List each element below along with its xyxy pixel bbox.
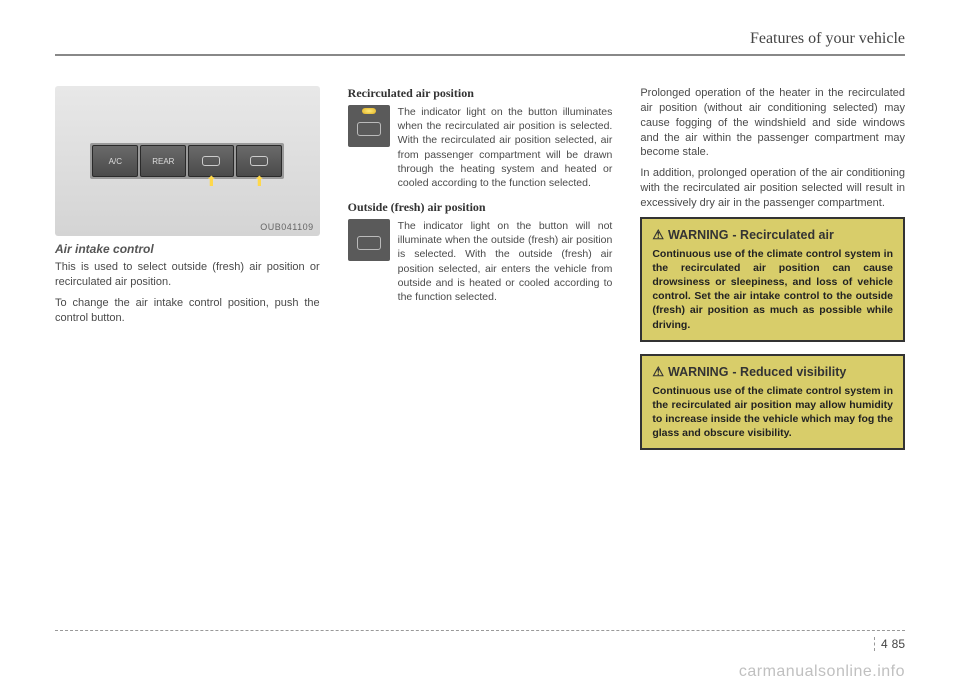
col3-p2: In addition, prolonged operation of the … [640, 166, 905, 211]
recirc-block: The indicator light on the button illumi… [348, 105, 613, 190]
page-no: 85 [892, 637, 905, 651]
section-number: 4 [881, 637, 892, 651]
recirc-icon [348, 105, 390, 147]
air-intake-p1: This is used to select outside (fresh) a… [55, 260, 320, 290]
page-footer: 485 [55, 630, 905, 651]
content-columns: A/C REAR ⬆ ⬆ OUB041109 Air intake contro… [55, 86, 905, 462]
fresh-block: The indicator light on the button will n… [348, 219, 613, 304]
page-header: Features of your vehicle [55, 30, 905, 56]
recirc-text: The indicator light on the button illumi… [398, 105, 613, 190]
warning2-head: ⚠ WARNING - Reduced visibility [652, 364, 893, 380]
hw-button-rear-label: REAR [152, 157, 174, 166]
hw-button-ac: A/C [92, 145, 138, 177]
panel-photo: A/C REAR ⬆ ⬆ OUB041109 [55, 86, 320, 236]
arrow-marker-icon: ⬆ [205, 173, 217, 190]
hw-button-fresh: ⬆ [236, 145, 282, 177]
hw-button-row: A/C REAR ⬆ ⬆ [90, 143, 284, 179]
arrow-marker-icon: ⬆ [253, 173, 265, 190]
warning2-label: WARNING [668, 365, 728, 379]
column-1: A/C REAR ⬆ ⬆ OUB041109 Air intake contro… [55, 86, 320, 462]
fresh-icon [348, 219, 390, 261]
watermark: carmanualsonline.info [739, 663, 905, 681]
page-number: 485 [874, 637, 905, 651]
hw-button-ac-label: A/C [109, 157, 122, 166]
warning-reduced-visibility: ⚠ WARNING - Reduced visibility Continuou… [640, 354, 905, 451]
fresh-title: Outside (fresh) air position [348, 200, 613, 215]
col3-p1: Prolonged operation of the heater in the… [640, 86, 905, 160]
air-intake-p2: To change the air intake control positio… [55, 296, 320, 326]
recirc-title: Recirculated air position [348, 86, 613, 101]
fresh-text: The indicator light on the button will n… [398, 219, 613, 304]
hw-button-recirc: ⬆ [188, 145, 234, 177]
warning-icon: ⚠ [652, 364, 664, 380]
air-intake-title: Air intake control [55, 242, 320, 256]
warning1-body: Continuous use of the climate control sy… [652, 247, 893, 332]
warning1-label: WARNING [668, 228, 728, 242]
warning2-sub: - Reduced visibility [732, 365, 846, 379]
column-3: Prolonged operation of the heater in the… [640, 86, 905, 462]
warning1-head: ⚠ WARNING - Recirculated air [652, 227, 893, 243]
warning-recirculated-air: ⚠ WARNING - Recirculated air Continuous … [640, 217, 905, 342]
image-code: OUB041109 [260, 222, 313, 232]
warning-icon: ⚠ [652, 227, 664, 243]
hw-button-rear: REAR [140, 145, 186, 177]
warning2-body: Continuous use of the climate control sy… [652, 384, 893, 441]
column-2: Recirculated air position The indicator … [348, 86, 613, 462]
warning1-sub: - Recirculated air [732, 228, 833, 242]
